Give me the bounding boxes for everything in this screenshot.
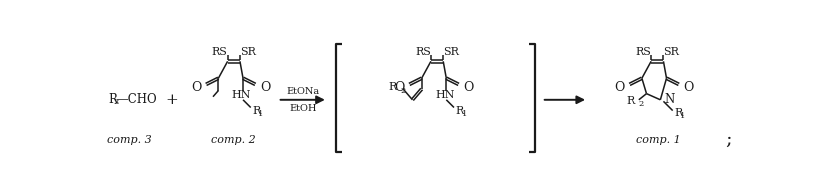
Text: O: O <box>684 81 694 94</box>
Text: R: R <box>626 96 634 106</box>
Text: HN: HN <box>232 90 251 100</box>
Text: RS: RS <box>636 47 651 57</box>
Text: comp. 2: comp. 2 <box>211 135 256 145</box>
Text: SR: SR <box>663 47 679 57</box>
Text: 1: 1 <box>259 110 264 118</box>
Text: R: R <box>674 108 682 118</box>
Text: 1: 1 <box>681 112 686 120</box>
Text: comp. 3: comp. 3 <box>106 135 152 145</box>
Text: R: R <box>108 93 117 106</box>
Text: —CHO: —CHO <box>117 93 157 106</box>
Text: R: R <box>455 106 464 116</box>
Text: O: O <box>260 81 270 94</box>
Text: RS: RS <box>415 47 431 57</box>
Text: O: O <box>191 81 201 94</box>
Text: 2: 2 <box>639 101 644 108</box>
Text: O: O <box>464 81 473 94</box>
Text: ;: ; <box>725 131 731 149</box>
Text: comp. 1: comp. 1 <box>636 135 681 145</box>
Text: 2: 2 <box>400 87 406 95</box>
Text: 2: 2 <box>114 98 119 106</box>
Text: 1: 1 <box>462 110 467 118</box>
Text: N: N <box>664 93 675 106</box>
Text: SR: SR <box>443 47 459 57</box>
Text: R: R <box>389 82 397 93</box>
Text: EtOH: EtOH <box>289 104 316 113</box>
Text: R: R <box>252 106 260 116</box>
Text: O: O <box>614 81 625 94</box>
Text: RS: RS <box>212 47 228 57</box>
Text: O: O <box>394 81 405 94</box>
Text: EtONa: EtONa <box>286 87 319 96</box>
Text: SR: SR <box>240 47 256 57</box>
Text: HN: HN <box>435 90 455 100</box>
Text: +: + <box>165 93 179 107</box>
